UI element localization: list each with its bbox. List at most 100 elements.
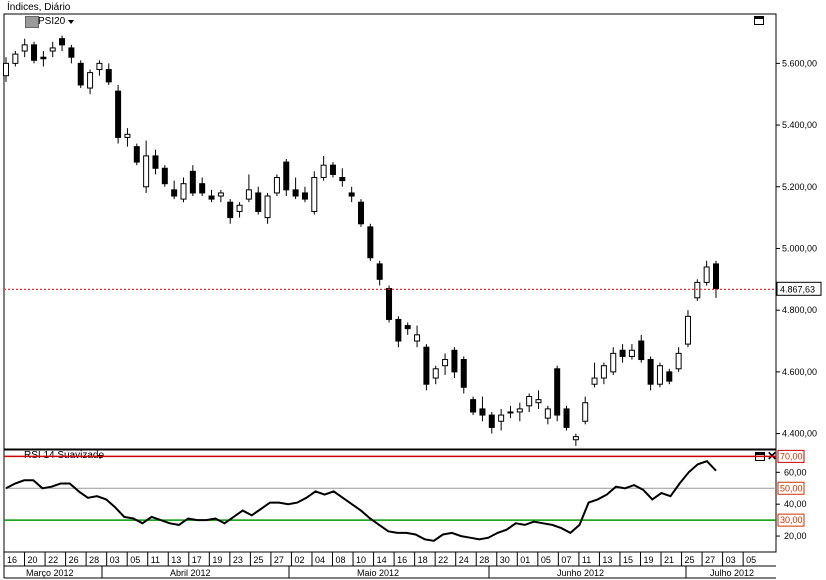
candle-body <box>292 189 299 197</box>
candle-body <box>264 195 271 219</box>
rsi-level-label: 50,00 <box>780 483 803 493</box>
candle-body <box>255 192 262 212</box>
candle-body <box>432 368 439 379</box>
x-tick-label: 17 <box>192 555 202 565</box>
candle-body <box>329 164 336 175</box>
symbol-dropdown-icon[interactable] <box>68 20 74 24</box>
candle-body <box>582 402 589 422</box>
candle-body <box>227 201 234 219</box>
candle-body <box>152 155 159 169</box>
last-price-box <box>776 281 822 296</box>
candle-body <box>591 377 598 385</box>
price-tick-label: 4.600,00 <box>782 367 817 377</box>
candle-body <box>367 226 374 259</box>
price-tick-label: 5.000,00 <box>782 243 817 253</box>
symbol-label[interactable]: PSI20 <box>38 16 66 27</box>
candle-body <box>563 408 570 428</box>
month-label: Maio 2012 <box>357 568 399 578</box>
month-label: Junho 2012 <box>557 568 604 578</box>
symbol-icon[interactable] <box>25 16 39 28</box>
candle-body <box>12 53 19 64</box>
candle-body <box>68 47 75 58</box>
candle-body <box>208 195 215 200</box>
candle-body <box>404 325 411 330</box>
candle-body <box>87 72 94 89</box>
x-tick-label: 30 <box>500 555 510 565</box>
candle-body <box>544 408 551 419</box>
price-tick-label: 5.200,00 <box>782 182 817 192</box>
candle-body <box>470 399 477 413</box>
rsi-line <box>5 460 717 542</box>
candle-body <box>666 371 673 382</box>
candle-body <box>386 288 393 320</box>
candle-body <box>675 352 682 370</box>
maximize-icon[interactable] <box>754 16 764 25</box>
rsi-level-box <box>777 513 805 527</box>
candle-body <box>348 192 355 197</box>
candle-body <box>414 334 421 342</box>
x-tick-label: 10 <box>356 555 366 565</box>
candle-body <box>610 352 617 373</box>
candle-body <box>115 90 122 138</box>
x-tick-label: 28 <box>89 555 99 565</box>
rsi-level-box <box>777 449 805 463</box>
candle-body <box>3 62 9 77</box>
candle-body <box>273 177 280 194</box>
candle-body <box>31 44 38 61</box>
candle-body <box>161 167 168 185</box>
candle-body <box>236 204 243 212</box>
candle-body <box>199 183 206 194</box>
x-tick-label: 15 <box>623 555 633 565</box>
x-tick-label: 21 <box>664 555 674 565</box>
candle-body <box>423 346 430 385</box>
candle-body <box>451 349 458 373</box>
candle-body <box>628 349 635 357</box>
candle-body <box>339 177 346 182</box>
candle-body <box>572 436 579 441</box>
candle-body <box>526 396 533 407</box>
price-tick-label: 5.400,00 <box>782 120 817 130</box>
candle-body <box>647 359 654 385</box>
candle-body <box>77 62 84 86</box>
x-tick-label: 14 <box>377 555 387 565</box>
rsi-tick-label: 60,00 <box>784 467 807 477</box>
month-label: Março 2012 <box>26 568 74 578</box>
candle-body <box>59 38 66 46</box>
x-tick-label: 27 <box>705 555 715 565</box>
x-tick-label: 19 <box>212 555 222 565</box>
candle-body <box>638 340 645 361</box>
x-tick-label: 05 <box>541 555 551 565</box>
x-tick-label: 04 <box>315 555 325 565</box>
candle-body <box>49 47 56 52</box>
x-tick-label: 01 <box>520 555 530 565</box>
x-tick-label: 05 <box>746 555 756 565</box>
candle-body <box>619 349 626 357</box>
candle-body <box>180 183 187 200</box>
x-tick-label: 13 <box>602 555 612 565</box>
price-tick-label: 4.400,00 <box>782 429 817 439</box>
candle-body <box>656 365 663 385</box>
last-price-label: 4.867,63 <box>780 284 815 294</box>
candle-body <box>217 192 224 197</box>
x-tick-label: 16 <box>7 555 17 565</box>
candle-body <box>713 263 719 290</box>
x-tick-label: 26 <box>69 555 79 565</box>
candle-body <box>21 44 28 52</box>
month-label: Julho 2012 <box>710 568 754 578</box>
candle-body <box>358 201 364 225</box>
candle-body <box>283 161 290 191</box>
candle-body <box>40 56 47 60</box>
candle-body <box>105 69 112 83</box>
x-tick-label: 27 <box>274 555 284 565</box>
candle-body <box>311 177 318 212</box>
rsi-tick-label: 20,00 <box>784 531 807 541</box>
x-tick-label: 25 <box>253 555 263 565</box>
candle-body <box>96 62 103 71</box>
candle-body <box>703 266 710 283</box>
x-tick-label: 22 <box>438 555 448 565</box>
candle-body <box>479 408 486 416</box>
candle-body <box>694 281 701 299</box>
x-tick-label: 25 <box>685 555 695 565</box>
